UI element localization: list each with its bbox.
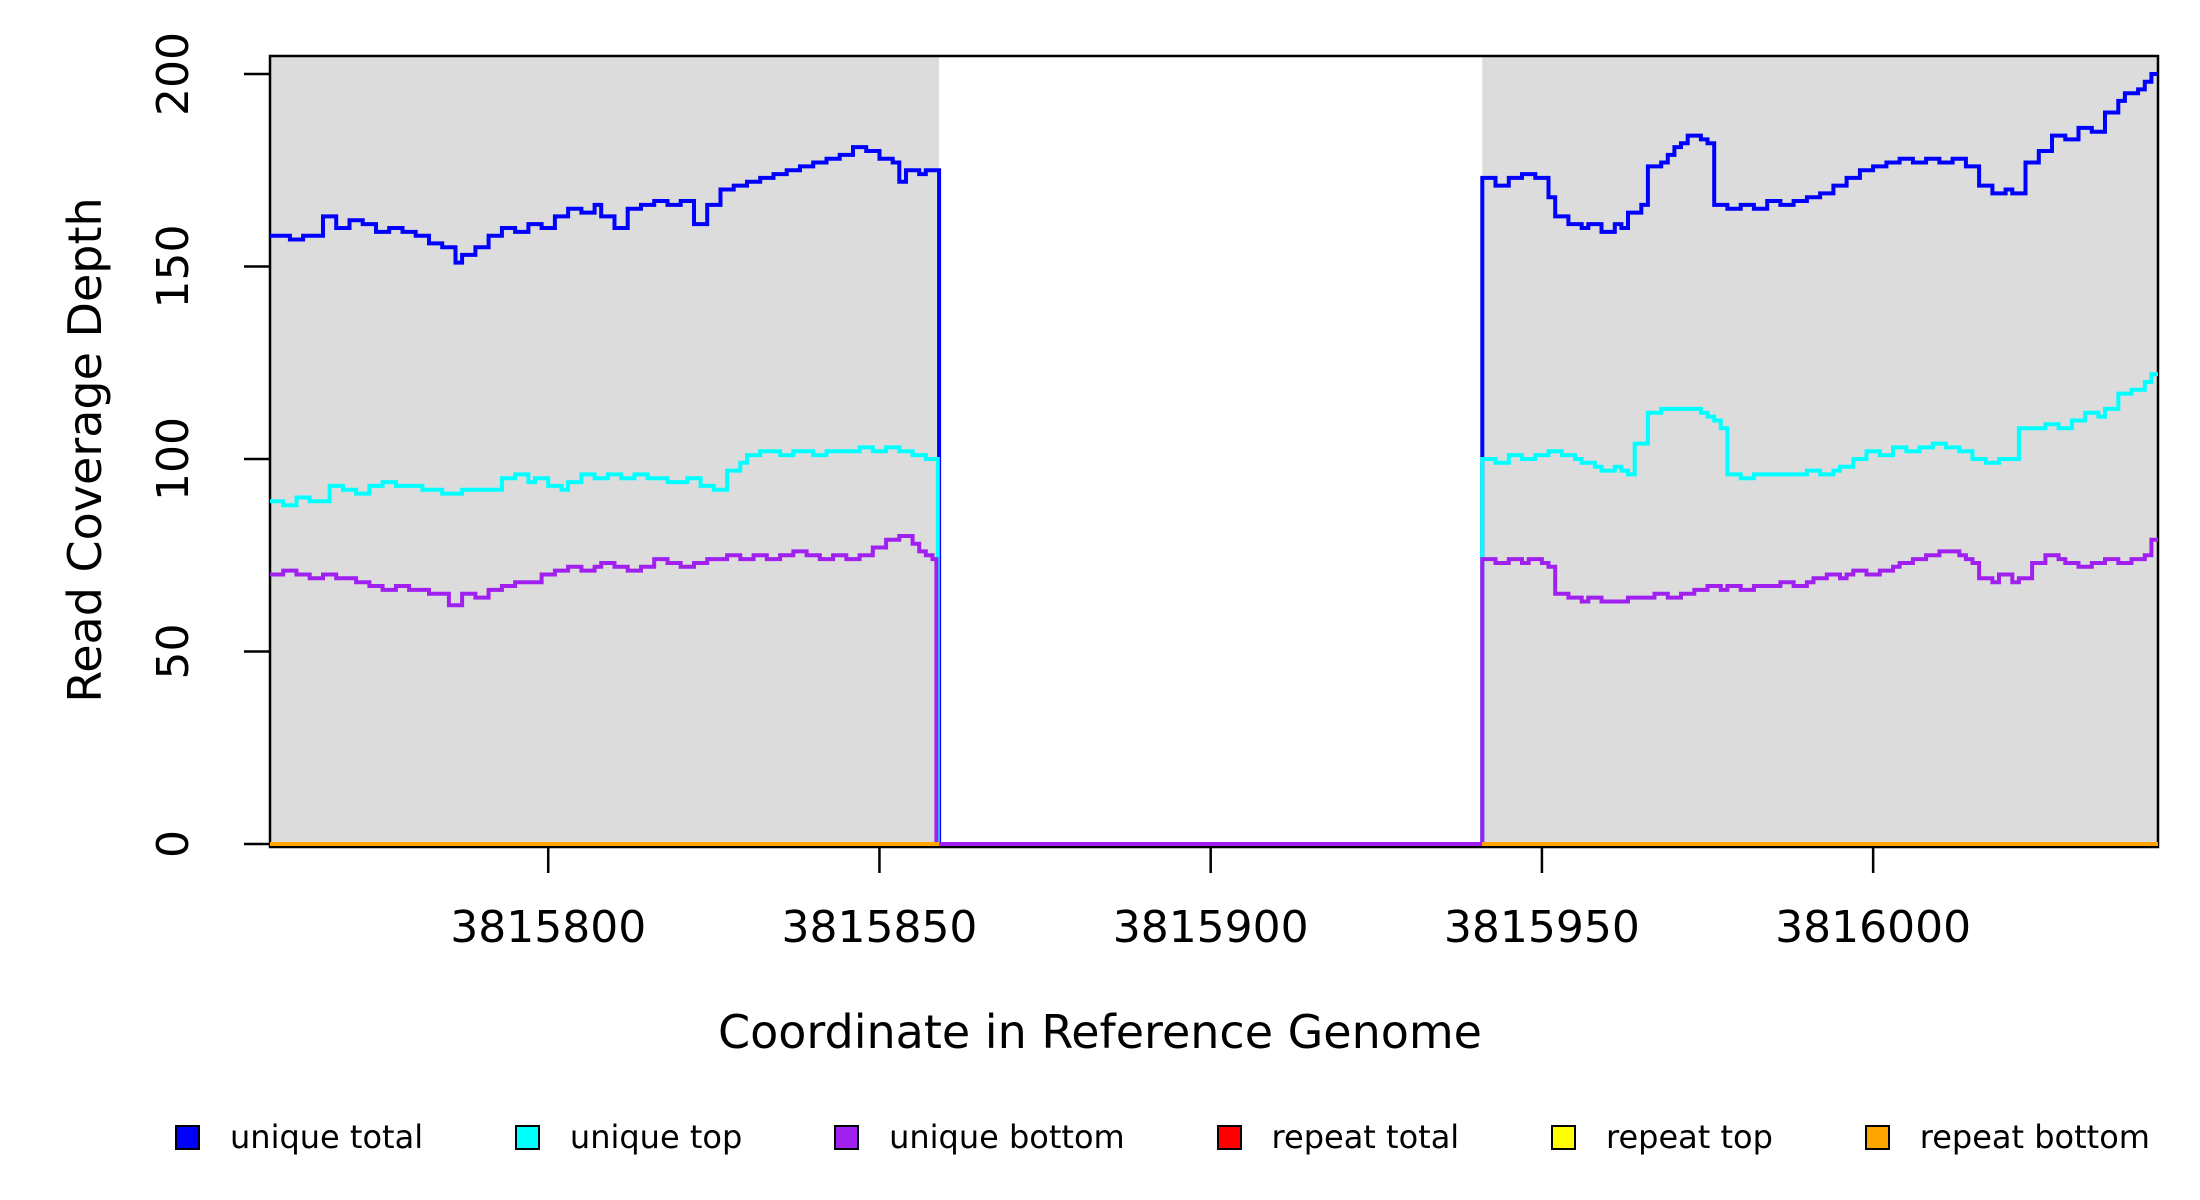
legend-swatch-unique-bottom: [834, 1124, 860, 1150]
legend-label-repeat-top: repeat top: [1606, 1118, 1773, 1156]
y-axis-tick-label: 50: [148, 624, 199, 680]
legend-swatch-repeat-bottom: [1864, 1124, 1890, 1150]
series-line-unique-total: [270, 72, 2158, 846]
y-axis-tick-label: 150: [148, 225, 199, 309]
series-line-unique-top: [270, 372, 2158, 846]
legend-swatch-unique-top: [514, 1124, 540, 1150]
x-axis-tick-label: 3816000: [1775, 902, 1971, 953]
y-axis-title: Read Coverage Depth: [58, 197, 112, 703]
legend: unique total unique top unique bottom repea…: [175, 1118, 2150, 1156]
shaded-region-covered-right: [1482, 56, 2158, 847]
legend-item-unique-top: unique top: [514, 1118, 743, 1156]
legend-label-repeat-total: repeat total: [1271, 1118, 1460, 1156]
legend-item-repeat-bottom: repeat bottom: [1864, 1118, 2150, 1156]
legend-item-repeat-total: repeat total: [1216, 1118, 1460, 1156]
legend-item-unique-total: unique total: [175, 1118, 423, 1156]
x-axis-title: Coordinate in Reference Genome: [718, 1005, 1482, 1059]
x-axis-tick-label: 3815950: [1444, 902, 1640, 953]
legend-label-repeat-bottom: repeat bottom: [1919, 1118, 2150, 1156]
plot-border: [268, 54, 2160, 849]
legend-swatch-repeat-total: [1216, 1124, 1242, 1150]
legend-label-unique-top: unique top: [569, 1118, 743, 1156]
legend-item-unique-bottom: unique bottom: [834, 1118, 1125, 1156]
legend-label-unique-bottom: unique bottom: [889, 1118, 1125, 1156]
legend-swatch-repeat-top: [1551, 1124, 1577, 1150]
y-axis-tick-label: 100: [148, 417, 199, 501]
x-axis-tick-label: 3815850: [781, 902, 977, 953]
legend-label-unique-total: unique total: [230, 1118, 424, 1156]
legend-swatch-unique-total: [175, 1124, 200, 1150]
x-axis-tick-label: 3815900: [1113, 902, 1309, 953]
legend-item-repeat-top: repeat top: [1551, 1118, 1773, 1156]
y-axis-tick-label: 200: [148, 32, 199, 116]
y-axis-tick-label: 0: [148, 830, 199, 858]
series-line-unique-bottom: [270, 534, 2158, 846]
x-axis-tick-label: 3815800: [450, 902, 646, 953]
